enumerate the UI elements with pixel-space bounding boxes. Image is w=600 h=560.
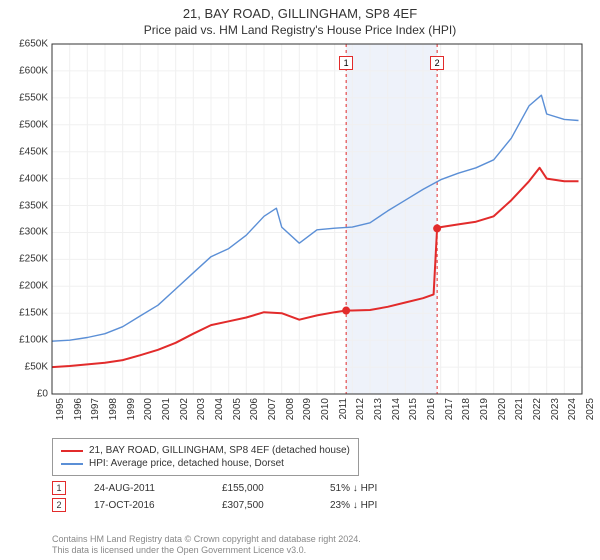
x-tick-label: 2006	[249, 398, 260, 420]
x-tick-label: 2008	[285, 398, 296, 420]
y-tick-label: £150K	[19, 308, 48, 319]
transaction-delta: 51% ↓ HPI	[330, 483, 377, 494]
x-tick-label: 2017	[444, 398, 455, 420]
x-tick-label: 2002	[179, 398, 190, 420]
y-tick-label: £300K	[19, 227, 48, 238]
transaction-delta: 23% ↓ HPI	[330, 500, 377, 511]
y-tick-label: £100K	[19, 335, 48, 346]
x-tick-label: 1995	[55, 398, 66, 420]
y-tick-label: £550K	[19, 92, 48, 103]
chart-title: 21, BAY ROAD, GILLINGHAM, SP8 4EF	[0, 0, 600, 23]
price-marker: 1	[339, 56, 353, 70]
transaction-row: 2 17-OCT-2016 £307,500 23% ↓ HPI	[52, 498, 405, 512]
x-tick-label: 2024	[567, 398, 578, 420]
x-tick-label: 2021	[514, 398, 525, 420]
chart-subtitle: Price paid vs. HM Land Registry's House …	[0, 23, 600, 41]
y-tick-label: £400K	[19, 173, 48, 184]
transaction-date: 24-AUG-2011	[94, 483, 194, 494]
legend-label: HPI: Average price, detached house, Dors…	[89, 458, 284, 469]
legend-item: 21, BAY ROAD, GILLINGHAM, SP8 4EF (detac…	[61, 445, 350, 456]
legend-swatch	[61, 463, 83, 465]
x-tick-label: 1998	[108, 398, 119, 420]
x-tick-label: 2011	[338, 398, 349, 420]
y-tick-label: £350K	[19, 200, 48, 211]
x-tick-label: 2014	[391, 398, 402, 420]
price-marker: 2	[430, 56, 444, 70]
legend-swatch	[61, 450, 83, 452]
legend-item: HPI: Average price, detached house, Dors…	[61, 458, 350, 469]
y-tick-label: £200K	[19, 281, 48, 292]
footnote: Contains HM Land Registry data © Crown c…	[52, 534, 361, 557]
x-tick-label: 2018	[461, 398, 472, 420]
x-tick-label: 2013	[373, 398, 384, 420]
x-tick-label: 2007	[267, 398, 278, 420]
x-tick-label: 1997	[90, 398, 101, 420]
footnote-line: Contains HM Land Registry data © Crown c…	[52, 534, 361, 545]
x-tick-label: 2004	[214, 398, 225, 420]
x-tick-label: 2025	[585, 398, 596, 420]
legend-label: 21, BAY ROAD, GILLINGHAM, SP8 4EF (detac…	[89, 445, 350, 456]
x-tick-label: 2005	[232, 398, 243, 420]
transaction-marker: 1	[52, 481, 66, 495]
chart-area: £0£50K£100K£150K£200K£250K£300K£350K£400…	[52, 44, 582, 394]
x-tick-label: 2003	[196, 398, 207, 420]
x-tick-label: 1996	[73, 398, 84, 420]
y-tick-label: £650K	[19, 39, 48, 50]
x-tick-label: 2010	[320, 398, 331, 420]
y-tick-label: £450K	[19, 146, 48, 157]
transaction-price: £155,000	[222, 483, 302, 494]
transaction-table: 1 24-AUG-2011 £155,000 51% ↓ HPI 2 17-OCT-201…	[52, 478, 405, 515]
transaction-row: 1 24-AUG-2011 £155,000 51% ↓ HPI	[52, 481, 405, 495]
y-tick-label: £0	[37, 389, 48, 400]
footnote-line: This data is licensed under the Open Gov…	[52, 545, 361, 556]
x-tick-label: 2001	[161, 398, 172, 420]
legend: 21, BAY ROAD, GILLINGHAM, SP8 4EF (detac…	[52, 438, 359, 476]
transaction-price: £307,500	[222, 500, 302, 511]
x-tick-label: 2009	[302, 398, 313, 420]
y-tick-label: £500K	[19, 119, 48, 130]
y-tick-label: £250K	[19, 254, 48, 265]
x-tick-label: 2000	[143, 398, 154, 420]
x-tick-label: 2020	[497, 398, 508, 420]
x-tick-label: 2015	[408, 398, 419, 420]
x-tick-label: 2012	[355, 398, 366, 420]
x-tick-label: 2019	[479, 398, 490, 420]
y-tick-label: £600K	[19, 65, 48, 76]
x-tick-label: 2022	[532, 398, 543, 420]
x-tick-label: 2016	[426, 398, 437, 420]
y-tick-label: £50K	[25, 362, 48, 373]
transaction-marker: 2	[52, 498, 66, 512]
x-tick-label: 2023	[550, 398, 561, 420]
plot-svg	[52, 44, 582, 394]
transaction-date: 17-OCT-2016	[94, 500, 194, 511]
x-tick-label: 1999	[126, 398, 137, 420]
